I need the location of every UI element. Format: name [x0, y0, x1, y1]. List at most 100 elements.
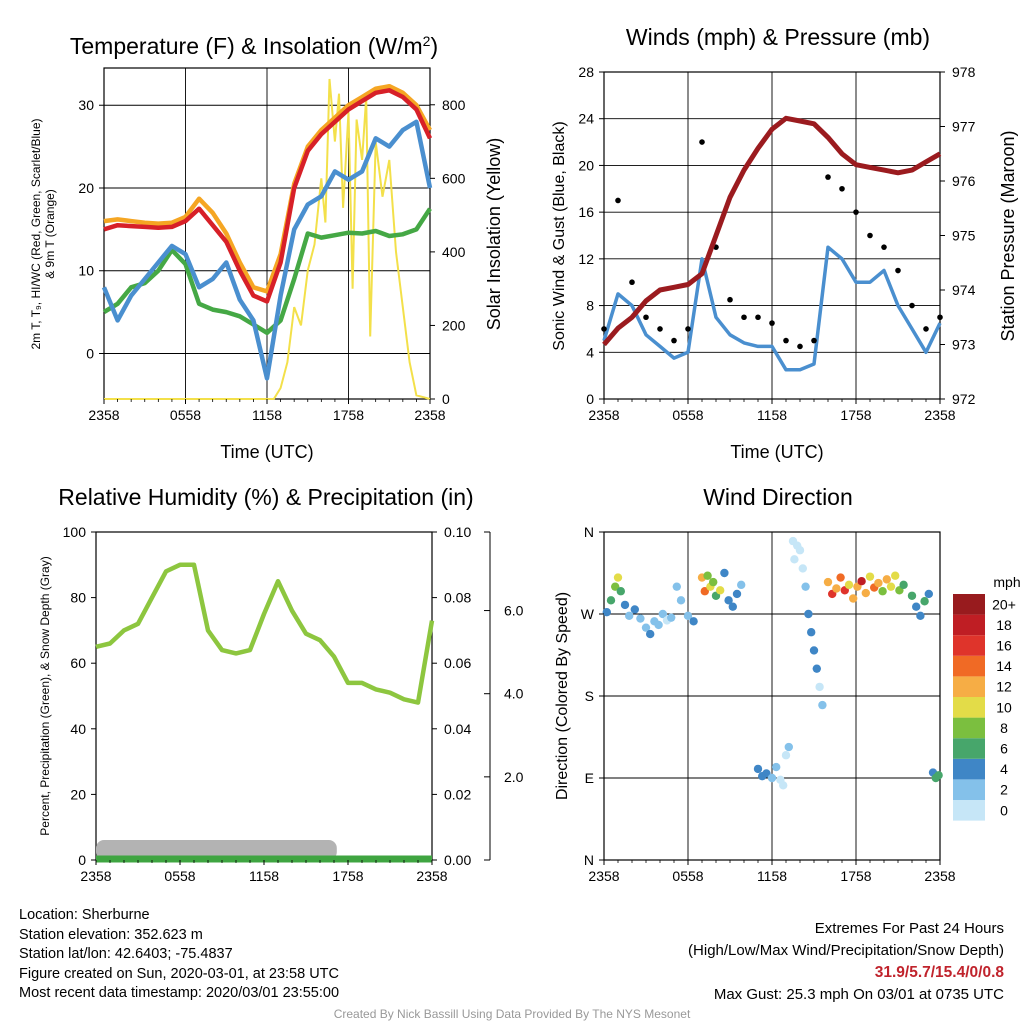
gust-point — [769, 320, 775, 326]
direction-point — [700, 587, 709, 596]
direction-point — [732, 589, 742, 599]
gust-point — [825, 174, 831, 180]
y2-tick-label: 974 — [952, 282, 976, 298]
direction-point — [709, 577, 718, 587]
direction-point — [907, 591, 917, 600]
direction-point — [616, 587, 625, 596]
colorbar-swatch — [953, 738, 985, 759]
gust-point — [657, 326, 663, 332]
gust-point — [615, 197, 621, 204]
gust-point — [643, 314, 649, 321]
direction-point — [818, 700, 827, 710]
gust-point — [839, 185, 845, 192]
direction-point — [703, 571, 712, 580]
direction-point — [641, 623, 651, 632]
y-tick-label: W — [581, 606, 595, 622]
direction-point — [865, 572, 875, 581]
x-tick-label: 1158 — [249, 868, 279, 884]
insolation-line — [104, 78, 431, 400]
pressure-line — [602, 115, 942, 347]
direction-point — [924, 589, 933, 599]
direction-point — [658, 609, 667, 619]
colorbar-swatch — [953, 676, 985, 697]
y-tick-label: 80 — [70, 590, 86, 606]
x-tick-label: 0558 — [170, 407, 201, 423]
direction-point — [812, 664, 821, 673]
x-tick-label: 2358 — [414, 407, 445, 423]
colorbar-label: 14 — [996, 658, 1012, 674]
direction-point — [832, 584, 841, 593]
y-tick-label: 0 — [586, 391, 594, 407]
y-tick-label: N — [584, 524, 594, 540]
x-axis-label: Time (UTC) — [730, 442, 823, 462]
direction-point — [654, 620, 663, 630]
direction-point — [878, 587, 887, 596]
station-info: Location: Sherburne Station elevation: 3… — [19, 906, 339, 1004]
direction-point — [823, 577, 833, 587]
y-tick-label: 10 — [78, 263, 94, 279]
dewpoint-line — [102, 207, 432, 336]
direction-point — [849, 594, 858, 603]
direction-point — [920, 597, 929, 606]
two-meter-temp-line — [103, 88, 433, 304]
temperature-title: Temperature (F) & Insolation (W/m2) — [70, 33, 438, 59]
direction-point — [795, 546, 805, 555]
location-text: Location: Sherburne — [19, 907, 150, 923]
speed-colorbar: mph 0 2 4 6 8 10 12 14 16 18 20+ — [953, 574, 1021, 821]
direction-point — [857, 577, 866, 586]
colorbar-label: 12 — [996, 679, 1012, 695]
latlon-text: Station lat/lon: 42.6403; -75.4837 — [19, 946, 233, 963]
y-tick-label: 40 — [70, 721, 86, 737]
colorbar-swatch — [953, 614, 985, 636]
y2-tick-label: 973 — [952, 337, 976, 353]
colorbar-swatch — [953, 717, 985, 739]
direction-point — [683, 611, 693, 621]
x-tick-label: 0558 — [672, 407, 703, 423]
direction-point — [874, 578, 883, 588]
y2-axis-label: Station Pressure (Maroon) — [998, 130, 1018, 341]
direction-point — [784, 742, 793, 752]
gust-point — [783, 337, 789, 344]
direction-point — [882, 575, 891, 584]
direction-point — [720, 568, 729, 578]
colorbar-label: 8 — [1000, 720, 1008, 736]
recent-data-text: Most recent data timestamp: 2020/03/01 2… — [19, 985, 340, 1002]
colorbar-label: 10 — [996, 699, 1012, 715]
y-tick-label: 24 — [578, 111, 594, 127]
gust-point — [867, 232, 873, 239]
gust-point — [601, 326, 607, 332]
nine-meter-temp-line — [103, 83, 432, 294]
direction-point — [672, 582, 681, 591]
y-tick-label: 30 — [78, 97, 94, 113]
snow-tick-label: 2.0 — [504, 769, 524, 785]
direction-point — [912, 602, 921, 611]
y2-tick-label: 600 — [442, 170, 466, 186]
precip-tick-label: 0.04 — [444, 721, 471, 737]
x-tick-label: 1758 — [332, 868, 363, 884]
gust-point — [741, 314, 747, 321]
colorbar-swatch — [953, 800, 985, 821]
colorbar-swatch — [953, 655, 985, 677]
direction-point — [646, 629, 655, 639]
x-tick-label: 2358 — [80, 868, 111, 884]
y-tick-label: 0 — [78, 852, 86, 868]
y-tick-label: 8 — [586, 298, 594, 314]
direction-point — [737, 580, 746, 590]
gust-point — [629, 279, 635, 286]
colorbar-label: 16 — [996, 638, 1012, 654]
y-tick-label: 20 — [578, 157, 594, 173]
gust-point — [937, 314, 943, 321]
colorbar-label: 4 — [1000, 761, 1008, 777]
direction-point — [886, 582, 896, 591]
gust-point — [909, 302, 915, 309]
x-tick-label: 1758 — [840, 868, 871, 884]
y-tick-label: S — [585, 688, 594, 704]
direction-point — [667, 613, 676, 622]
snow-tick-label: 6.0 — [504, 603, 524, 619]
y-tick-label: E — [585, 770, 594, 786]
gust-point — [727, 296, 733, 303]
gust-point — [811, 337, 817, 344]
y2-tick-label: 976 — [952, 173, 976, 189]
direction-point — [781, 751, 791, 760]
